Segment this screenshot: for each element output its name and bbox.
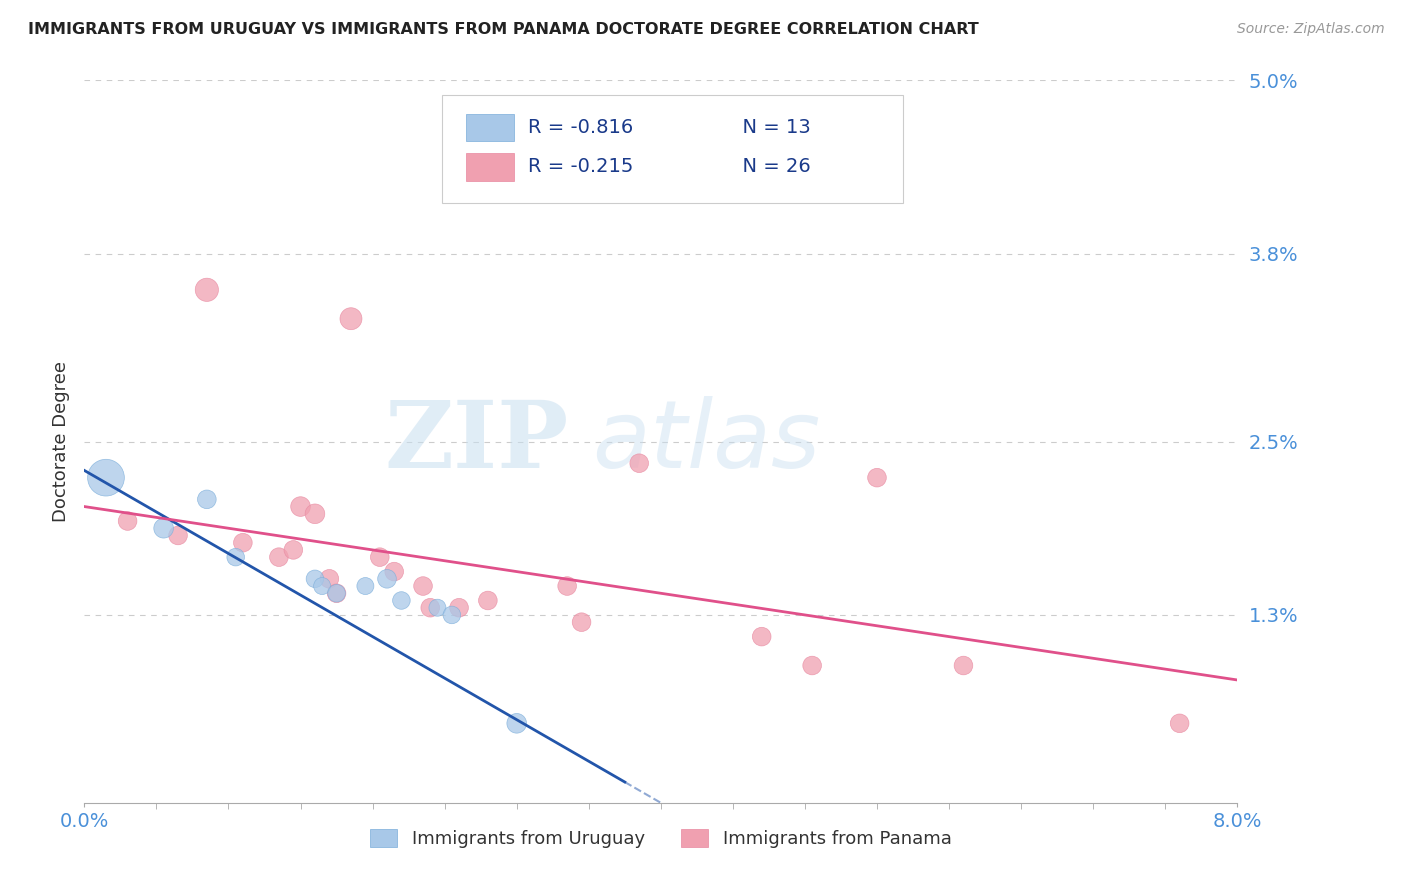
Text: R = -0.215: R = -0.215	[529, 158, 634, 177]
Point	[801, 658, 824, 673]
Point	[195, 283, 218, 297]
Point	[225, 550, 247, 565]
Point	[94, 471, 117, 485]
Legend: Immigrants from Uruguay, Immigrants from Panama: Immigrants from Uruguay, Immigrants from…	[363, 822, 959, 855]
Y-axis label: Doctorate Degree: Doctorate Degree	[52, 361, 70, 522]
Point	[375, 572, 398, 586]
FancyBboxPatch shape	[441, 95, 903, 203]
Point	[340, 311, 363, 326]
Point	[195, 492, 218, 507]
FancyBboxPatch shape	[465, 113, 515, 141]
Point	[267, 550, 290, 565]
Point	[449, 600, 471, 615]
Point	[311, 579, 333, 593]
Point	[354, 579, 377, 593]
Text: R = -0.816: R = -0.816	[529, 118, 634, 136]
Point	[555, 579, 578, 593]
Point	[571, 615, 593, 630]
Point	[440, 607, 463, 622]
Point	[391, 593, 413, 607]
Point	[304, 572, 326, 586]
Point	[325, 586, 347, 600]
Point	[751, 630, 773, 644]
Point	[952, 658, 974, 673]
Point	[368, 550, 391, 565]
Text: Source: ZipAtlas.com: Source: ZipAtlas.com	[1237, 22, 1385, 37]
Point	[477, 593, 499, 607]
Point	[628, 456, 651, 470]
Point	[283, 542, 305, 557]
Point	[426, 600, 449, 615]
Point	[506, 716, 529, 731]
Point	[318, 572, 340, 586]
Point	[325, 586, 347, 600]
Point	[419, 600, 441, 615]
Point	[1168, 716, 1191, 731]
Point	[304, 507, 326, 521]
Point	[382, 565, 405, 579]
Point	[606, 131, 628, 145]
Text: IMMIGRANTS FROM URUGUAY VS IMMIGRANTS FROM PANAMA DOCTORATE DEGREE CORRELATION C: IMMIGRANTS FROM URUGUAY VS IMMIGRANTS FR…	[28, 22, 979, 37]
Point	[866, 471, 889, 485]
FancyBboxPatch shape	[465, 153, 515, 181]
Point	[152, 521, 174, 535]
Point	[290, 500, 312, 514]
Point	[412, 579, 434, 593]
Point	[232, 535, 254, 549]
Point	[167, 528, 190, 542]
Point	[117, 514, 139, 528]
Text: atlas: atlas	[592, 396, 820, 487]
Text: N = 13: N = 13	[730, 118, 811, 136]
Text: N = 26: N = 26	[730, 158, 811, 177]
Text: ZIP: ZIP	[384, 397, 568, 486]
